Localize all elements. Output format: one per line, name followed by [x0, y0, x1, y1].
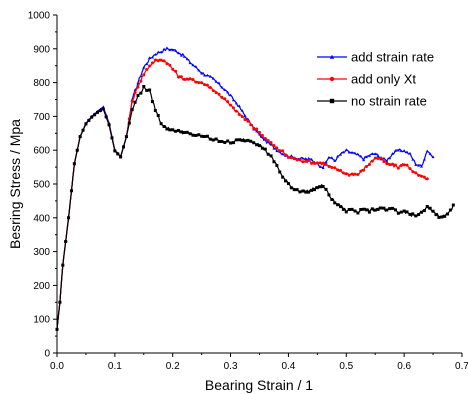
- x-tick-label: 0.2: [166, 361, 180, 372]
- ticks: 0.0 0.1 0.2 0.3 0.4 0.5 0.6 0.7 0 100 200 300 400 500…: [28, 11, 468, 373]
- y-tick-label: 600: [33, 146, 50, 157]
- y-tick-label: 0: [44, 349, 50, 360]
- y-tick-label: 800: [33, 78, 50, 89]
- series-markers: [55, 46, 435, 331]
- x-tick-label: 0.0: [50, 361, 64, 372]
- legend-marker: [329, 76, 335, 82]
- y-tick-label: 200: [33, 281, 50, 292]
- y-tick-label: 700: [33, 112, 50, 123]
- y-tick-label: 500: [33, 180, 50, 191]
- plot-lines: [55, 46, 455, 331]
- series-add-strain-rate: [55, 46, 435, 331]
- series-markers: [55, 84, 455, 331]
- axes: [56, 15, 462, 354]
- x-tick-label: 0.4: [281, 361, 295, 372]
- legend-entry: no strain rate: [317, 94, 427, 109]
- legend-label: add only Xt: [351, 72, 416, 87]
- legend-entry: add only Xt: [317, 72, 416, 87]
- y-tick-label: 1000: [28, 11, 51, 22]
- y-tick-label: 900: [33, 44, 50, 55]
- x-tick-label: 0.3: [224, 361, 238, 372]
- y-tick-label: 100: [33, 315, 50, 326]
- legend: add strain rate add only Xt no strain rate: [317, 50, 434, 109]
- legend-label: no strain rate: [351, 94, 427, 109]
- legend-marker: [329, 54, 335, 59]
- x-tick-label: 0.5: [339, 361, 353, 372]
- y-tick-label: 300: [33, 247, 50, 258]
- series-line: [56, 46, 434, 330]
- x-tick-label: 0.7: [455, 361, 468, 372]
- x-axis-title: Bearing Strain / 1: [205, 377, 313, 393]
- y-axis-title: Besring Stress / Mpa: [7, 119, 23, 249]
- y-tick-label: 400: [33, 213, 50, 224]
- x-tick-label: 0.6: [397, 361, 411, 372]
- series-no-strain-rate: [55, 84, 455, 331]
- x-tick-label: 0.1: [108, 361, 122, 372]
- legend-marker: [329, 98, 335, 104]
- legend-label: add strain rate: [351, 50, 434, 65]
- legend-entry: add strain rate: [317, 50, 434, 65]
